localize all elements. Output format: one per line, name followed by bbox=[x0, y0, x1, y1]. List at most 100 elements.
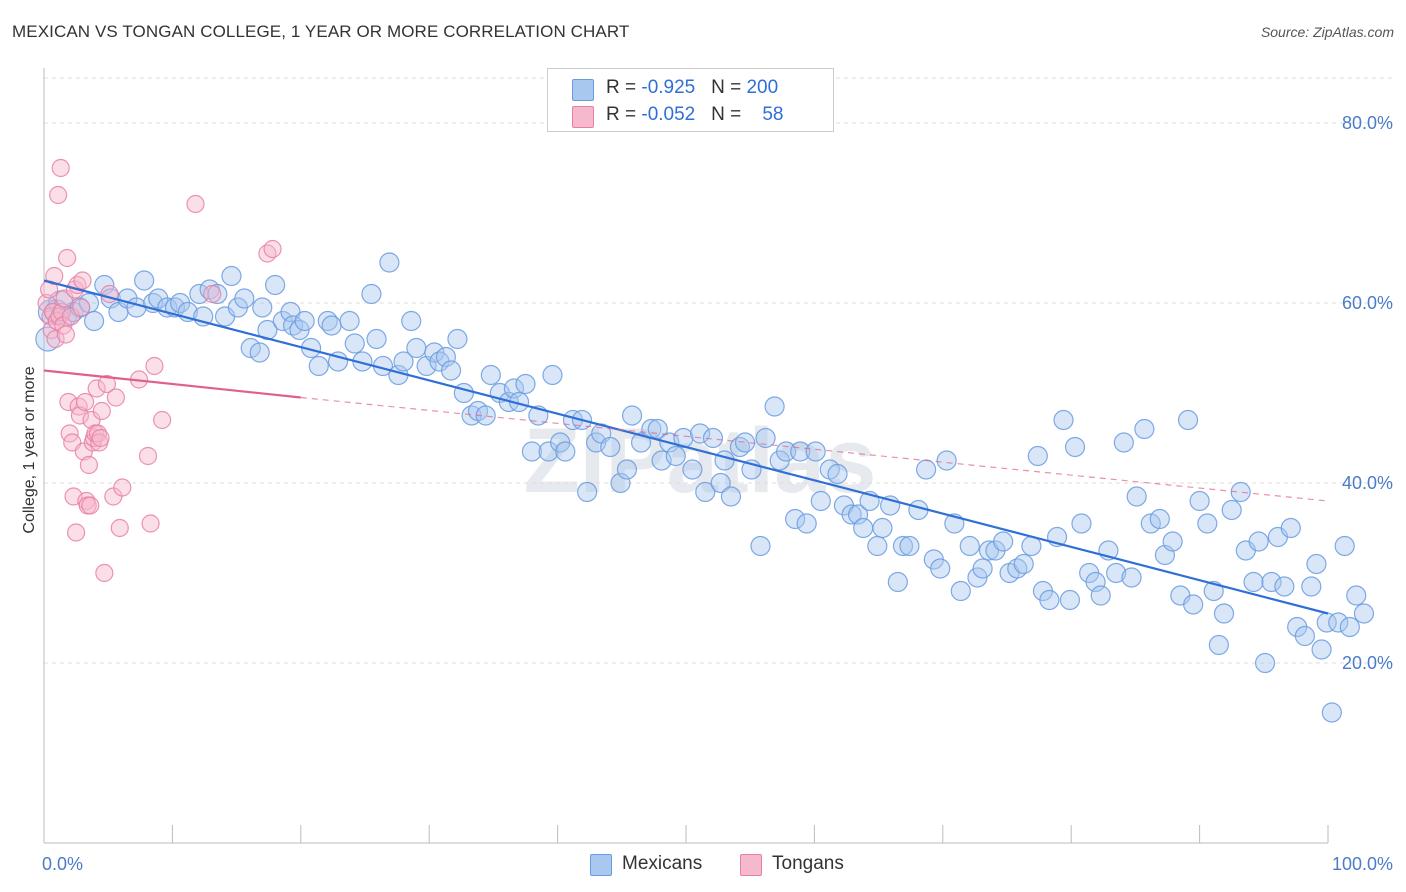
mexicans-point bbox=[1254, 652, 1276, 674]
mexicans-point bbox=[379, 252, 400, 273]
mexicans-point bbox=[785, 508, 806, 530]
axes bbox=[43, 68, 1329, 844]
tongans-point bbox=[72, 298, 91, 317]
mexicans-point bbox=[339, 310, 360, 332]
bottom-legend-swatch bbox=[740, 854, 762, 876]
mexicans-point bbox=[435, 346, 456, 368]
mexicans-point bbox=[1149, 508, 1170, 530]
mexicans-point bbox=[1134, 418, 1155, 440]
mexicans-point bbox=[1280, 517, 1301, 539]
tongans-point bbox=[95, 563, 114, 583]
mexicans-point bbox=[503, 378, 525, 399]
tongans-point bbox=[110, 518, 129, 538]
mexicans-point bbox=[1177, 409, 1199, 431]
mexicans-point bbox=[1274, 576, 1295, 597]
mexicans-point bbox=[401, 310, 422, 332]
tongans-point bbox=[61, 307, 81, 326]
source-label: Source: ZipAtlas.com bbox=[1260, 24, 1394, 40]
x-tick-label: 0.0% bbox=[42, 854, 83, 874]
mexicans-point bbox=[600, 436, 621, 458]
mexicans-point bbox=[1328, 612, 1349, 633]
tongans-point bbox=[97, 374, 117, 394]
mexicans-point bbox=[94, 274, 115, 296]
mexicans-point bbox=[1013, 553, 1034, 575]
tongans-point bbox=[58, 248, 77, 268]
mexicans-point bbox=[1243, 571, 1264, 593]
r-label: R = bbox=[606, 77, 642, 98]
tongans-point bbox=[66, 523, 86, 542]
tongans-point bbox=[153, 410, 172, 430]
mexicans-point bbox=[221, 265, 242, 287]
mexicans-point bbox=[916, 459, 937, 480]
y-tick-label: 20.0% bbox=[1342, 653, 1393, 673]
mexicans-point bbox=[1301, 576, 1322, 597]
mexicans-point bbox=[440, 360, 462, 381]
mexicans-point bbox=[847, 504, 869, 525]
mexicans-point bbox=[1339, 616, 1360, 638]
tongans-point bbox=[141, 514, 160, 533]
mexicans-point bbox=[1221, 499, 1242, 521]
tongans-point bbox=[45, 266, 64, 286]
tongans-point bbox=[87, 379, 106, 398]
mexicans-point bbox=[899, 535, 920, 557]
mexicans-point bbox=[841, 504, 862, 525]
mexicans-point bbox=[776, 441, 797, 462]
mexicans-point bbox=[1183, 594, 1204, 615]
mexicans-point bbox=[702, 427, 724, 449]
mexicans-point bbox=[1106, 562, 1127, 584]
mexicans-point bbox=[936, 450, 957, 471]
mexicans-point bbox=[1162, 531, 1183, 552]
mexicans-point bbox=[1208, 634, 1229, 656]
chart-title: MEXICAN VS TONGAN COLLEGE, 1 YEAR OR MOR… bbox=[12, 22, 630, 41]
mexicans-point bbox=[361, 283, 382, 305]
stats-legend: R = -0.925 N = 200 R = -0.052 N = 58 bbox=[547, 68, 834, 132]
mexicans-point bbox=[755, 427, 776, 449]
mexicans-point bbox=[453, 382, 474, 404]
tongans-point bbox=[106, 388, 126, 407]
mexicans-point bbox=[1059, 589, 1081, 611]
mexicans-point bbox=[344, 333, 365, 354]
mexicans-point bbox=[406, 337, 427, 359]
mexicans-point bbox=[630, 432, 652, 453]
mexicans-point bbox=[1197, 513, 1218, 534]
y-tick-label: 60.0% bbox=[1342, 293, 1393, 313]
mexicans-point bbox=[1071, 513, 1092, 534]
mexicans-point bbox=[796, 513, 817, 534]
mexicans-point bbox=[616, 459, 638, 480]
n-value: 58 bbox=[762, 104, 784, 125]
tongans-point bbox=[56, 325, 75, 344]
mexicans-point bbox=[265, 274, 286, 296]
mexicans-point bbox=[993, 531, 1014, 552]
mexicans-point bbox=[249, 342, 270, 363]
mexicans-point bbox=[308, 355, 329, 377]
tongans-point bbox=[75, 392, 95, 412]
mexicans-point bbox=[1090, 585, 1111, 606]
mexicans-point bbox=[447, 328, 468, 350]
x-tick-label: 100.0% bbox=[1332, 854, 1393, 874]
mexicans-point bbox=[750, 535, 771, 557]
mexicans-point bbox=[1113, 432, 1134, 453]
mexicans-point bbox=[1230, 481, 1251, 503]
mexicans-point bbox=[978, 540, 1000, 561]
mexicans-point bbox=[1039, 589, 1060, 611]
tongans-point bbox=[70, 406, 90, 425]
mexicans-point bbox=[515, 373, 536, 395]
mexicans-point bbox=[189, 283, 210, 305]
mexicans-point bbox=[1311, 639, 1332, 660]
mexicans-point bbox=[234, 288, 255, 309]
mexicans-point bbox=[673, 427, 694, 449]
mexicans-point bbox=[1064, 436, 1086, 458]
mexicans-point bbox=[126, 297, 147, 318]
mexicans-point bbox=[720, 486, 742, 507]
mexicans-point bbox=[872, 517, 893, 539]
tongans-point bbox=[37, 293, 56, 313]
y-tick-label: 40.0% bbox=[1342, 473, 1393, 493]
mexicans-point bbox=[959, 535, 980, 557]
r-value: -0.052 bbox=[641, 104, 696, 125]
mexicans-point bbox=[853, 517, 874, 539]
mexicans-point bbox=[710, 472, 731, 494]
mexicans-point bbox=[542, 364, 563, 386]
mexicans-point bbox=[321, 315, 342, 336]
bottom-legend-label: Mexicans bbox=[622, 853, 703, 874]
